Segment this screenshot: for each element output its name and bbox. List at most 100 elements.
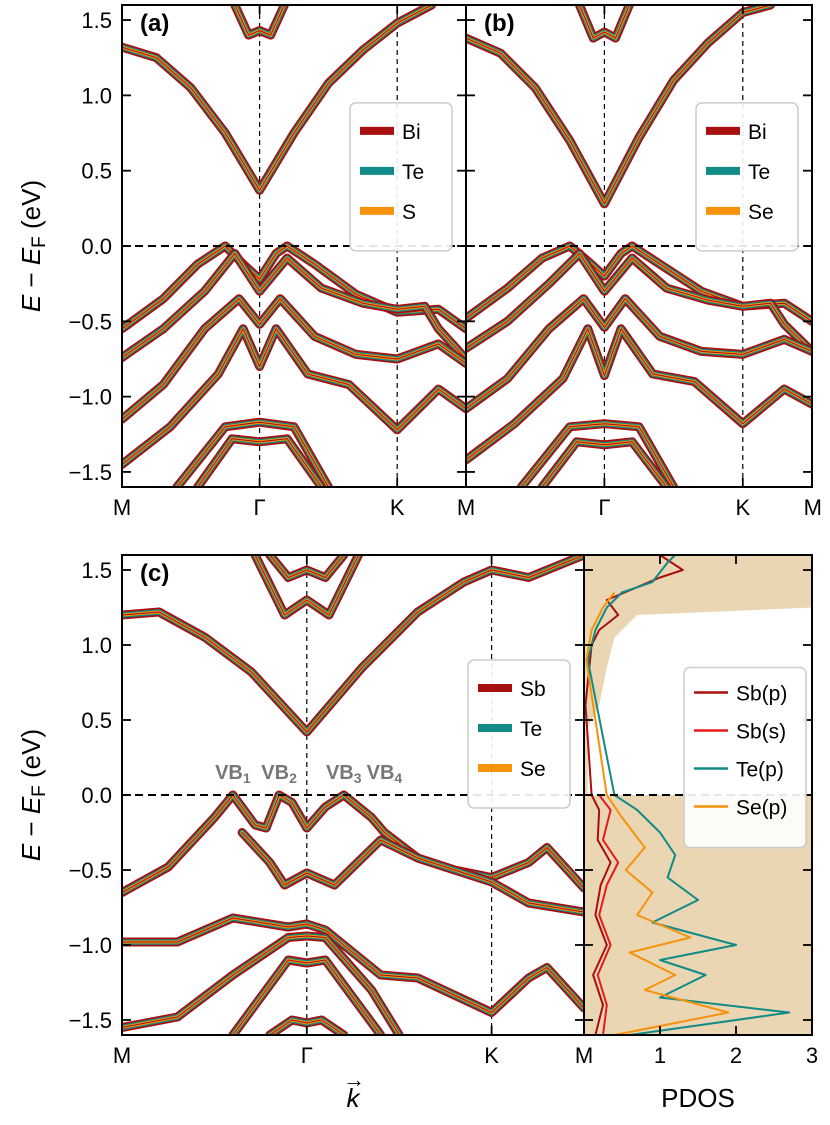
panel-2-legend-label-Sb: Sb: [520, 678, 546, 701]
panel-0-xtick-label: Γ: [254, 495, 266, 520]
panel-3-legend-label-Se(p): Se(p): [736, 797, 787, 820]
panel-1-band-VB5-core: [520, 423, 675, 487]
panel-2-annotation-vb: VB4: [367, 762, 403, 786]
panel-3-legend-label-Te(p): Te(p): [736, 759, 784, 782]
panel-2-legend-label-Te: Te: [520, 718, 542, 741]
panel-3-legend-label-Sb(p): Sb(p): [736, 683, 787, 706]
panel-3-xlabel: PDOS: [661, 1083, 735, 1113]
panel-1-xtick-label: M: [804, 495, 822, 520]
panel-2-annotation-vb: VB3: [326, 762, 362, 786]
panel-2-band-VB2-outer: [237, 828, 584, 917]
panel-0-ylabel-part: E: [16, 294, 46, 312]
panel-2-label: (c): [140, 560, 169, 587]
panel-3-xtick-label: 2: [730, 1043, 742, 1068]
panel-1-legend-label-Se: Se: [748, 201, 774, 224]
panel-0-xtick-label: M: [457, 495, 475, 520]
panel-0-ytick-label: 0.5: [81, 159, 112, 184]
panel-2-annotation-text: VB: [326, 762, 354, 784]
panel-2-ytick-label: −1.5: [69, 1008, 112, 1033]
panel-0-legend-label-Bi: Bi: [402, 121, 421, 144]
panel-2-band-VB3-core: [122, 917, 584, 1013]
panel-2-annotation-vb: VB2: [261, 762, 297, 786]
panel-2-ylabel-part: F: [29, 785, 50, 797]
panel-3-legend-box: [683, 666, 807, 849]
panel-1-band-VB2-core: [466, 253, 812, 352]
panel-2-band-VB2-core: [241, 832, 584, 913]
panel-3-pdos-Sb(s): [596, 794, 620, 1035]
panel-2-ylabel-part: E: [16, 843, 46, 861]
panel-0-legend-label-S: S: [402, 201, 416, 224]
panel-1-band-VB3-core: [466, 298, 812, 410]
panel-0-ylabel-part: E: [16, 247, 46, 265]
panel-1-plot-area: [466, 5, 812, 487]
panel-0-xtick-label: M: [113, 495, 131, 520]
panel-0-legend-box: [349, 102, 453, 252]
panel-2-legend-box: [467, 659, 571, 809]
panel-0-band-VB5-core: [176, 421, 329, 487]
panel-0-band-VB6-core: [197, 438, 322, 487]
panel-2-ytick-label: 1.5: [81, 558, 112, 583]
panel-3-legend-label-Sb(s): Sb(s): [736, 721, 786, 744]
panel-0-ytick-label: 1.5: [81, 8, 112, 33]
panel-2-xtick-label: M: [113, 1043, 131, 1068]
panel-2-ylabel-part: E: [16, 796, 46, 814]
panel-0-band-VB4-core: [122, 328, 466, 465]
panel-3-xtick-label: 1: [654, 1043, 666, 1068]
panel-2-annotation-text: VB: [261, 762, 289, 784]
panel-2-annotation-sub: 3: [354, 770, 362, 786]
panel-2-annotation-sub: 2: [289, 770, 297, 786]
panel-1-band-CB2-core: [579, 5, 630, 39]
panel-2-ytick-label: 0.0: [81, 783, 112, 808]
panel-1-band-VB4-core: [466, 328, 812, 461]
panel-0-ylabel-part: F: [29, 236, 50, 248]
panel-2-ylabel-part: −: [16, 814, 46, 844]
panel-2-xtick-label: M: [575, 1043, 593, 1068]
panel-2-ylabel-part: (eV): [16, 729, 46, 785]
panel-0-ylabel-part: −: [16, 265, 46, 295]
panel-2-xtick-label: K: [484, 1043, 499, 1068]
panel-1-legend-label-Te: Te: [748, 161, 770, 184]
panel-2-band-CB2-core: [269, 555, 345, 578]
panel-2-annotation-sub: 4: [394, 770, 402, 786]
panel-0-plot-area: [122, 5, 466, 487]
panel-2-band-VB4-core: [122, 935, 400, 1035]
panel-2-ytick-label: −1.0: [69, 933, 112, 958]
panel-3-pdos-Te(p): [586, 555, 791, 1035]
panel-1-band-CB1-core: [466, 5, 771, 205]
panel-0-ytick-label: −0.5: [69, 309, 112, 334]
panel-2-xlabel-arrow: →: [343, 1067, 365, 1092]
panel-3-pdos-Sb(p): [584, 555, 684, 1035]
panel-2-ytick-label: 1.0: [81, 633, 112, 658]
panel-2-band-CB3-core: [254, 555, 359, 616]
panel-2-legend-label-Se: Se: [520, 758, 546, 781]
panel-0-xtick-label: K: [390, 495, 405, 520]
panel-1-xtick-label: Γ: [598, 495, 610, 520]
panel-0-ylabel-part: (eV): [16, 180, 46, 236]
panel-2-xlabel: k: [347, 1083, 362, 1113]
panel-0-ylabel: E − EF (eV): [16, 180, 50, 312]
panel-2-xtick-label: Γ: [301, 1043, 313, 1068]
panel-1-label: (b): [484, 10, 515, 37]
panel-2-band-CB1-core: [122, 555, 584, 733]
panel-0-ytick-label: −1.5: [69, 460, 112, 485]
panel-2-ytick-label: −0.5: [69, 858, 112, 883]
panel-0-band-VB2-core: [122, 253, 466, 360]
panel-1-legend-box: [695, 102, 799, 252]
panel-0-ytick-label: 1.0: [81, 83, 112, 108]
panel-2-annotation-vb: VB1: [215, 762, 251, 786]
panel-2-band-VB1-inner: [122, 793, 584, 894]
panel-2-band-VB6-core: [269, 1019, 345, 1035]
panel-0-ytick-label: −1.0: [69, 385, 112, 410]
panel-2-annotation-text: VB: [215, 762, 243, 784]
panel-1-xtick-label: K: [735, 495, 750, 520]
panel-0-band-CB2-core: [234, 5, 285, 36]
panel-2-ytick-label: 0.5: [81, 708, 112, 733]
panel-2-band-VB5-core: [232, 959, 382, 1035]
panel-1-legend-label-Bi: Bi: [748, 121, 767, 144]
panel-0-label: (a): [140, 10, 169, 37]
panel-0-band-CB1-core: [122, 5, 433, 191]
panel-2-ylabel: E − EF (eV): [16, 729, 50, 861]
panel-0-legend-label-Te: Te: [402, 161, 424, 184]
panel-2-annotation-text: VB: [367, 762, 395, 784]
panel-0-ytick-label: 0.0: [81, 234, 112, 259]
